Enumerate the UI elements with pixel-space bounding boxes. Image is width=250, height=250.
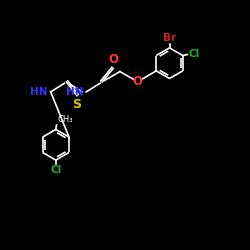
Text: O: O <box>108 53 118 66</box>
Text: Br: Br <box>163 34 176 43</box>
Text: HN: HN <box>66 87 83 97</box>
Text: HN: HN <box>30 87 48 97</box>
Text: Cl: Cl <box>50 165 62 175</box>
Text: CH₃: CH₃ <box>57 115 72 124</box>
Text: S: S <box>72 98 81 111</box>
Text: Cl: Cl <box>188 49 200 59</box>
Text: O: O <box>133 76 143 88</box>
